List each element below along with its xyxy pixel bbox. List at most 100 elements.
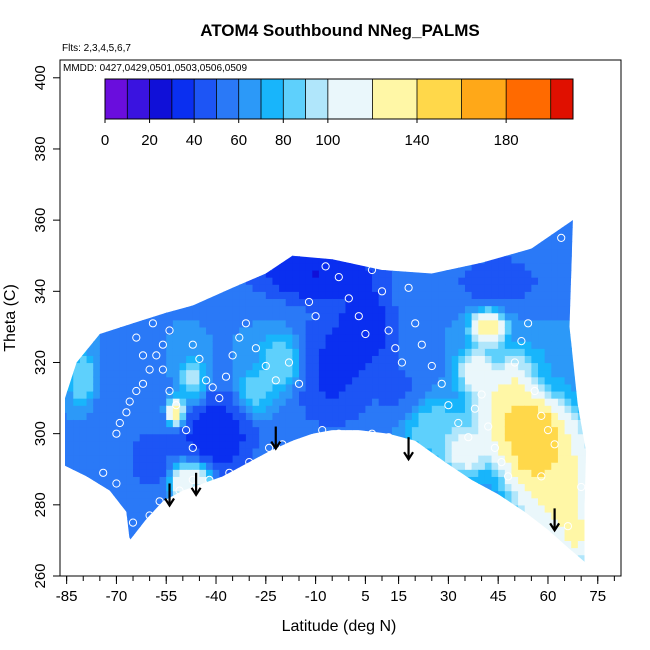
field-cell (372, 383, 380, 392)
field-cell (212, 483, 220, 492)
field-cell (212, 227, 220, 235)
field-cell (119, 483, 127, 492)
field-cell (438, 561, 446, 562)
field-cell (146, 398, 154, 406)
field-cell (285, 440, 293, 449)
field-cell (139, 547, 147, 556)
field-cell (491, 348, 499, 356)
field-cell (66, 376, 74, 385)
field-cell (498, 433, 506, 442)
field-cell (259, 497, 267, 506)
field-cell (372, 234, 380, 243)
field-cell (504, 497, 513, 506)
field-cell (365, 390, 373, 399)
field-cell (299, 504, 307, 513)
field-cell (318, 298, 327, 307)
field-cell (86, 526, 94, 534)
field-cell (65, 455, 68, 463)
field-cell (511, 504, 519, 513)
x-tick-label: -85 (56, 588, 78, 605)
field-cell (279, 554, 287, 562)
field-cell (265, 412, 274, 421)
field-cell (484, 227, 493, 235)
field-cell (113, 554, 121, 562)
field-cell (385, 547, 393, 556)
field-cell (252, 319, 260, 328)
field-cell (611, 249, 618, 257)
field-cell (219, 433, 227, 442)
field-cell (66, 369, 74, 378)
field-cell (86, 497, 94, 506)
field-cell (232, 255, 240, 264)
field-cell (464, 533, 473, 542)
field-cell (106, 547, 114, 556)
field-cell (299, 291, 307, 300)
field-cell (325, 440, 333, 449)
field-cell (139, 455, 147, 463)
y-tick-label: 400 (32, 65, 49, 90)
field-cell (212, 241, 220, 250)
field-cell (318, 476, 327, 485)
field-cell (372, 298, 380, 307)
field-cell (305, 561, 313, 562)
field-cell (299, 234, 307, 243)
field-cell (272, 334, 280, 342)
field-cell (139, 369, 147, 378)
field-cell (598, 370, 605, 378)
field-cell (411, 341, 420, 349)
field-cell (186, 483, 194, 492)
field-cell (239, 405, 247, 413)
field-cell (285, 220, 293, 228)
field-cell (365, 241, 373, 250)
field-cell (279, 533, 287, 542)
field-cell (458, 426, 466, 435)
field-cell (113, 241, 121, 250)
field-cell (511, 383, 519, 392)
field-cell (425, 227, 433, 235)
field-cell (478, 220, 486, 221)
field-cell (464, 341, 473, 349)
field-cell (431, 383, 440, 392)
field-cell (159, 383, 167, 392)
field-cell (471, 440, 479, 449)
field-cell (518, 376, 526, 385)
field-cell (219, 262, 227, 271)
field-cell (299, 426, 307, 435)
field-cell (345, 220, 353, 221)
field-cell (126, 298, 134, 307)
field-cell (199, 412, 207, 421)
field-cell (571, 269, 579, 278)
field-cell (378, 490, 386, 499)
field-cell (206, 526, 214, 534)
field-cell (285, 348, 293, 356)
field-cell (511, 269, 519, 278)
field-cell (518, 277, 526, 285)
field-cell (438, 390, 446, 399)
field-cell (152, 269, 161, 278)
field-cell (338, 390, 347, 399)
field-cell (551, 291, 559, 300)
field-cell (166, 533, 174, 542)
field-cell (133, 526, 141, 534)
field-cell (611, 483, 618, 491)
field-cell (86, 334, 94, 342)
field-cell (332, 455, 340, 463)
field-cell (438, 447, 446, 456)
field-cell (73, 326, 81, 335)
field-cell (106, 554, 114, 562)
field-cell (219, 227, 227, 235)
field-cell (206, 291, 214, 300)
observation-point (484, 422, 493, 431)
field-cell (511, 312, 519, 321)
field-cell (431, 433, 440, 442)
field-cell (272, 511, 280, 520)
field-cell (464, 348, 473, 356)
field-cell (564, 326, 572, 335)
field-cell (411, 319, 420, 328)
field-cell (65, 227, 68, 235)
field-cell (611, 562, 618, 570)
field-cell (385, 540, 393, 549)
field-cell (219, 398, 227, 406)
field-cell (577, 483, 586, 492)
field-cell (478, 312, 486, 321)
